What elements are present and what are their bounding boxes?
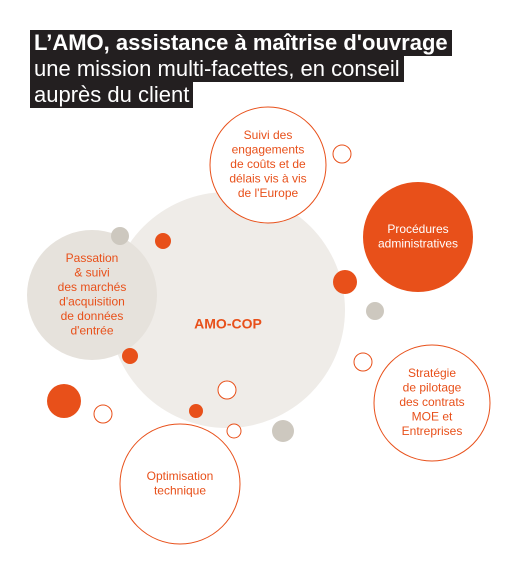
node-label: de données: [61, 309, 124, 323]
title-line: une mission multi-facettes, en conseil: [30, 56, 404, 82]
node-label: des contrats: [399, 395, 464, 409]
title-line: L’AMO, assistance à maîtrise d'ouvrage: [30, 30, 452, 56]
node-circle: [209, 106, 327, 224]
center-circle: [109, 192, 345, 428]
node-label: engagements: [232, 143, 305, 157]
node-label: de l'Europe: [238, 186, 299, 200]
node-label: Passation: [66, 251, 119, 265]
node-label: Stratégie: [408, 366, 456, 380]
node-label: de pilotage: [403, 381, 462, 395]
title-block: L’AMO, assistance à maîtrise d'ouvrage un…: [30, 30, 452, 108]
node-label: délais vis à vis: [229, 172, 306, 186]
node-label: Entreprises: [402, 424, 463, 438]
node-circle: [27, 230, 157, 360]
node-label: technique: [154, 483, 206, 497]
node-circle: [363, 182, 473, 292]
center-label: AMO-COP: [194, 316, 262, 332]
node-label: Suivi des: [244, 128, 293, 142]
node-circle: [119, 423, 241, 545]
node-label: MOE et: [412, 410, 453, 424]
node-label: de coûts et de: [230, 157, 306, 171]
node-label: Optimisation: [147, 469, 214, 483]
node-label: des marchés: [58, 280, 127, 294]
decor-dots: [47, 144, 384, 442]
node-label: & suivi: [74, 265, 109, 279]
node-circle: [373, 344, 491, 462]
node-label: d'entrée: [71, 323, 114, 337]
node-label: administratives: [378, 236, 458, 250]
title-line: auprès du client: [30, 82, 194, 108]
node-label: d'acquisition: [59, 294, 125, 308]
node-label: Procédures: [387, 222, 448, 236]
